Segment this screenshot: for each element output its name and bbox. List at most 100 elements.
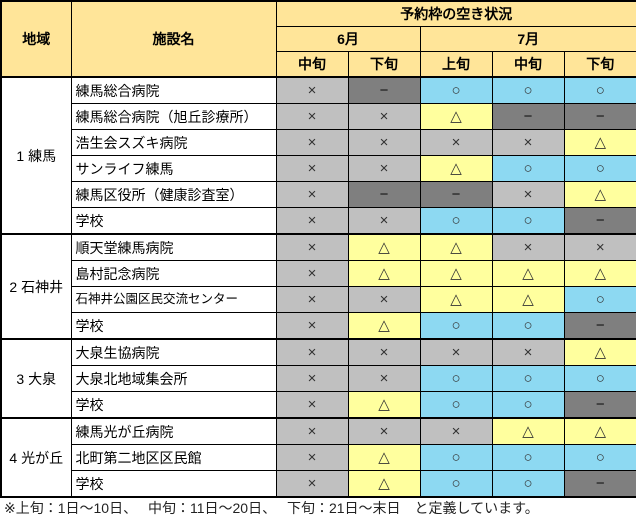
slot-cell: − — [563, 103, 636, 130]
facility-name: 学校 — [70, 470, 277, 498]
region-label: 3 大泉 — [0, 338, 72, 419]
slot-cell: × — [275, 391, 349, 419]
facility-name: 練馬総合病院 — [70, 76, 277, 104]
region-label: 2 石神井 — [0, 233, 72, 340]
header-period-jul-early: 上旬 — [419, 51, 493, 78]
slot-cell: △ — [347, 391, 421, 419]
definition-note: ※上旬：1日～10日、 中旬：11日～20日、 下旬：21日～末日 と定義してい… — [4, 500, 539, 516]
slot-cell: ○ — [563, 286, 636, 313]
facility-name: サンライフ練馬 — [70, 155, 277, 182]
slot-cell: △ — [563, 417, 636, 445]
slot-cell: △ — [347, 260, 421, 287]
slot-cell: ○ — [491, 470, 565, 498]
slot-cell: × — [347, 338, 421, 366]
slot-cell: − — [563, 312, 636, 340]
slot-cell: △ — [563, 129, 636, 156]
slot-cell: × — [347, 129, 421, 156]
slot-cell: × — [275, 76, 349, 104]
header-region: 地域 — [0, 0, 72, 78]
slot-cell: ○ — [563, 155, 636, 182]
table-row: 学校 × △ ○ ○ − — [1, 312, 636, 340]
slot-cell: △ — [491, 417, 565, 445]
slot-cell: × — [275, 129, 349, 156]
slot-cell: ○ — [419, 312, 493, 340]
slot-cell: △ — [563, 181, 636, 208]
facility-name: 学校 — [70, 312, 277, 340]
slot-cell: × — [275, 207, 349, 235]
slot-cell: × — [347, 286, 421, 313]
slot-cell: × — [491, 181, 565, 208]
slot-cell: × — [275, 365, 349, 392]
table-row: 石神井公園区民交流センター × × △ △ ○ — [1, 286, 636, 313]
slot-cell: ○ — [563, 365, 636, 392]
slot-cell: × — [275, 470, 349, 498]
slot-cell: × — [275, 155, 349, 182]
slot-cell: × — [275, 338, 349, 366]
slot-cell: △ — [347, 233, 421, 261]
slot-cell: △ — [491, 260, 565, 287]
table-row: 学校 × △ ○ ○ − — [1, 470, 636, 498]
reservation-availability-table: 地域 施設名 予約枠の空き状況 6月 7月 中旬 下旬 上旬 中旬 下旬 1 練… — [0, 0, 636, 498]
facility-name: 学校 — [70, 391, 277, 419]
slot-cell: × — [275, 233, 349, 261]
slot-cell: − — [347, 76, 421, 104]
slot-cell: × — [419, 417, 493, 445]
slot-cell: − — [419, 181, 493, 208]
table-row: 島村記念病院 × △ △ △ △ — [1, 260, 636, 287]
slot-cell: × — [491, 129, 565, 156]
slot-cell: − — [563, 470, 636, 498]
table-row: 練馬区役所（健康診査室） × − − × △ — [1, 181, 636, 208]
slot-cell: ○ — [419, 76, 493, 104]
slot-cell: − — [563, 391, 636, 419]
slot-cell: × — [275, 260, 349, 287]
slot-cell: ○ — [491, 155, 565, 182]
table-row: 練馬総合病院（旭丘診療所） × × △ − − — [1, 103, 636, 130]
header-month-june: 6月 — [275, 26, 421, 52]
slot-cell: △ — [347, 470, 421, 498]
slot-cell: × — [491, 233, 565, 261]
table-row: 4 光が丘 練馬光が丘病院 × × × △ △ — [0, 417, 636, 498]
slot-cell: ○ — [491, 391, 565, 419]
facility-name: 浩生会スズキ病院 — [70, 129, 277, 156]
slot-cell: × — [275, 103, 349, 130]
slot-cell: △ — [419, 155, 493, 182]
table-row: 1 練馬 練馬総合病院 × − ○ ○ ○ — [0, 76, 636, 235]
slot-cell: × — [347, 155, 421, 182]
slot-cell: × — [275, 444, 349, 471]
header-period-jun-late: 下旬 — [347, 51, 421, 78]
facility-name: 大泉北地域集会所 — [70, 365, 277, 392]
slot-cell: × — [347, 417, 421, 445]
region-label: 1 練馬 — [0, 76, 72, 235]
header-period-jul-mid: 中旬 — [491, 51, 565, 78]
facility-name: 石神井公園区民交流センター — [70, 286, 277, 313]
slot-cell: × — [275, 312, 349, 340]
slot-cell: △ — [563, 260, 636, 287]
slot-cell: − — [347, 181, 421, 208]
facility-name: 順天堂練馬病院 — [70, 233, 277, 261]
slot-cell: ○ — [491, 76, 565, 104]
slot-cell: △ — [419, 260, 493, 287]
slot-cell: × — [563, 233, 636, 261]
slot-cell: △ — [347, 444, 421, 471]
slot-cell: − — [491, 103, 565, 130]
slot-cell: ○ — [419, 444, 493, 471]
facility-name: 大泉生協病院 — [70, 338, 277, 366]
slot-cell: ○ — [563, 444, 636, 471]
slot-cell: ○ — [491, 365, 565, 392]
table-row: 2 石神井 順天堂練馬病院 × △ △ × × — [0, 233, 636, 340]
table-row: 浩生会スズキ病院 × × × × △ — [1, 129, 636, 156]
facility-name: 学校 — [70, 207, 277, 235]
slot-cell: ○ — [419, 207, 493, 235]
slot-cell: × — [419, 338, 493, 366]
slot-cell: × — [347, 365, 421, 392]
slot-cell: × — [275, 417, 349, 445]
slot-cell: × — [347, 207, 421, 235]
slot-cell: × — [491, 338, 565, 366]
facility-name: 島村記念病院 — [70, 260, 277, 287]
facility-name: 北町第二地区区民館 — [70, 444, 277, 471]
slot-cell: ○ — [419, 391, 493, 419]
slot-cell: △ — [419, 103, 493, 130]
slot-cell: ○ — [491, 444, 565, 471]
slot-cell: △ — [491, 286, 565, 313]
slot-cell: ○ — [563, 76, 636, 104]
